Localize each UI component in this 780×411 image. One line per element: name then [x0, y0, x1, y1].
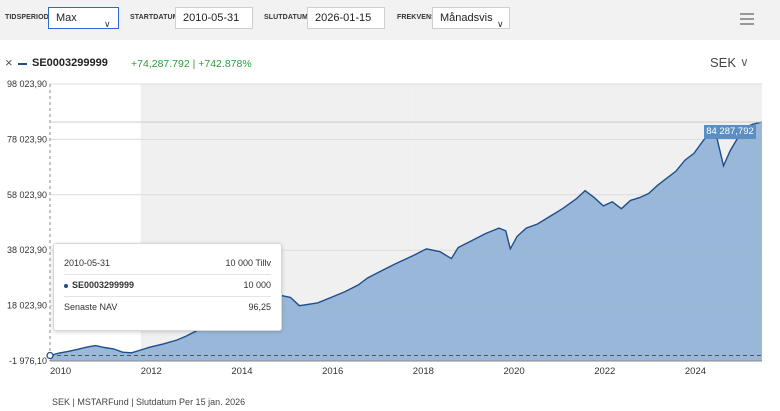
x-tick-label: 2024: [685, 366, 706, 377]
last-value-label: 84 287,792: [704, 125, 756, 139]
series-bullet-icon: [64, 283, 68, 288]
series-line: [49, 121, 763, 357]
y-tick-label: -1 976,10: [9, 356, 47, 366]
series-color-swatch: [18, 63, 27, 65]
frequency-label: FREKVENS: [397, 14, 436, 21]
tooltip-series-id: SE0003299999: [72, 280, 135, 290]
y-tick-label: 58 023,90: [7, 190, 47, 200]
tooltip-nav-value: 96,25: [248, 302, 271, 312]
series-id: SE0003299999: [32, 57, 108, 69]
series-header: × SE0003299999 +74,287.792 | +742.878% S…: [0, 52, 780, 76]
start-date-input[interactable]: 2010-05-31: [175, 7, 253, 29]
start-date-label: STARTDATUM: [130, 14, 179, 21]
chevron-down-icon[interactable]: ∨: [740, 55, 749, 69]
tooltip-nav-label: Senaste NAV: [64, 302, 118, 312]
y-tick-label: 78 023,90: [7, 134, 47, 144]
list-menu-icon[interactable]: [740, 13, 754, 25]
tooltip: 2010-05-31 10 000 Tillv SE0003299999 10 …: [53, 243, 282, 331]
end-date-input[interactable]: 2026-01-15: [307, 7, 385, 29]
series-area: [50, 122, 762, 361]
frequency-select[interactable]: Månadsvis ∨: [432, 7, 510, 29]
tooltip-date: 2010-05-31: [64, 258, 111, 268]
start-point-marker: [46, 351, 54, 360]
series-change: +74,287.792 | +742.878%: [131, 58, 252, 70]
tooltip-amount-note: 10 000 Tillv: [225, 258, 271, 268]
end-date-label: SLUTDATUM: [264, 14, 308, 21]
currency-select[interactable]: SEK: [710, 55, 737, 70]
x-tick-label: 2016: [322, 366, 343, 377]
frequency-value: Månadsvis: [440, 12, 493, 24]
y-tick-label: 38 023,90: [7, 245, 47, 255]
start-date-value: 2010-05-31: [183, 12, 240, 24]
x-tick-label: 2012: [141, 366, 162, 377]
close-icon[interactable]: ×: [5, 55, 13, 70]
x-tick-label: 2018: [413, 366, 434, 377]
period-value: Max: [56, 12, 77, 24]
x-tick-label: 2020: [504, 366, 525, 377]
y-tick-label: 98 023,90: [7, 79, 47, 89]
period-label: TIDSPERIOD: [5, 14, 49, 21]
x-tick-label: 2014: [231, 366, 252, 377]
tooltip-series-value: 10 000: [243, 280, 271, 290]
toolbar: TIDSPERIOD Max ∨ STARTDATUM 2010-05-31 S…: [0, 0, 780, 40]
period-select[interactable]: Max ∨: [48, 7, 119, 29]
footer-source: SEK | MSTARFund | Slutdatum Per 15 jan. …: [52, 397, 246, 407]
x-tick-label: 2022: [594, 366, 615, 377]
chevron-down-icon: ∨: [104, 19, 111, 29]
chevron-down-icon: ∨: [497, 19, 504, 29]
end-date-value: 2026-01-15: [315, 12, 372, 24]
y-tick-label: 18 023,90: [7, 301, 47, 311]
tooltip-series: SE0003299999: [64, 280, 134, 290]
x-tick-label: 2010: [50, 366, 71, 377]
